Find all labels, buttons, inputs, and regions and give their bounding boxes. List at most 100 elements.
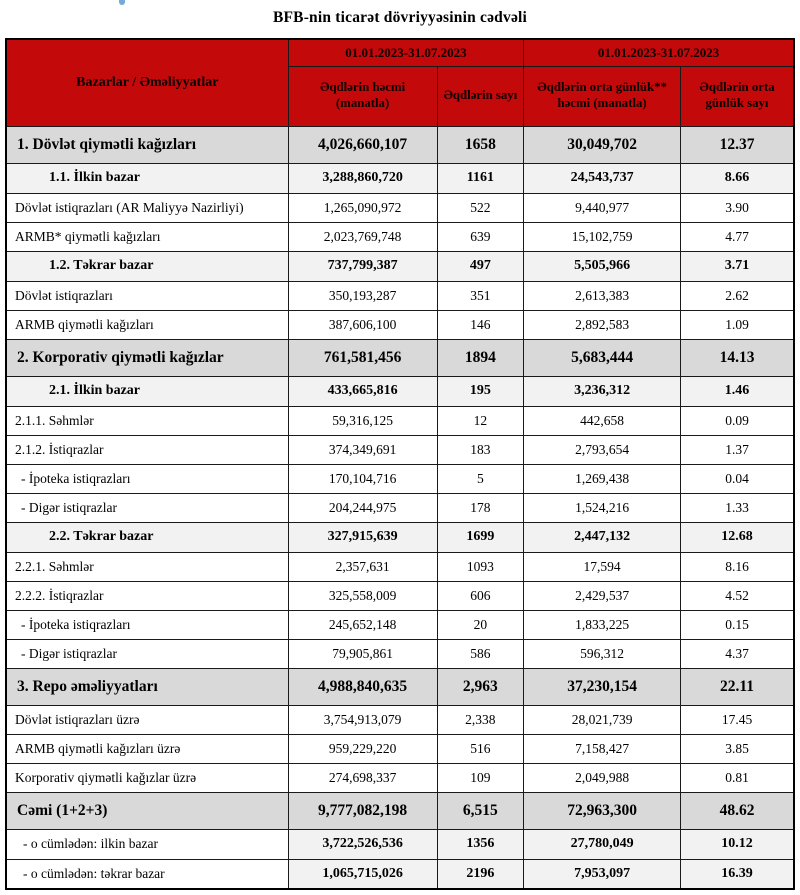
row-value: 2,447,132 bbox=[523, 521, 681, 553]
row-value: 27,780,049 bbox=[523, 828, 681, 860]
row-label: 3. Repo əməliyyatları bbox=[5, 667, 289, 706]
table-row: Dövlət istiqrazları 350,193,287 351 2,613,3… bbox=[5, 280, 795, 311]
row-value: 48.62 bbox=[680, 791, 795, 830]
header-markets-operations: Bazarlar / Əməliyyatlar bbox=[5, 38, 289, 127]
row-value: 606 bbox=[436, 580, 525, 611]
row-value: 1699 bbox=[436, 521, 525, 553]
row-value: 24,543,737 bbox=[523, 162, 681, 194]
row-label: Dövlət istiqrazları üzrə bbox=[5, 704, 289, 735]
table-row: - o cümlədən: ilkin bazar 3,722,526,536 13… bbox=[5, 828, 795, 860]
table-row: Korporativ qiymətli kağızlar üzrə 274,698… bbox=[5, 762, 795, 793]
page-title: BFB-nin ticarət dövriyyəsinin cədvəli bbox=[272, 9, 528, 26]
row-label: 2.2. Təkrar bazar bbox=[5, 521, 289, 553]
row-value: 3,722,526,536 bbox=[287, 828, 438, 860]
row-label: - o cümlədən: ilkin bazar bbox=[5, 828, 289, 860]
row-value: 9,440,977 bbox=[523, 192, 681, 223]
row-value: 0.09 bbox=[680, 405, 795, 436]
row-value: 37,230,154 bbox=[523, 667, 681, 706]
row-value: 2196 bbox=[436, 858, 525, 890]
table-row: 2. Korporativ qiymətli kağızlar 761,581,4… bbox=[5, 338, 795, 377]
row-value: 1,065,715,026 bbox=[287, 858, 438, 890]
row-value: 1,269,438 bbox=[523, 463, 681, 494]
row-value: 15,102,759 bbox=[523, 221, 681, 252]
table-row: Dövlət istiqrazları üzrə 3,754,913,079 2,3… bbox=[5, 704, 795, 735]
row-label: - İpoteka istiqrazları bbox=[5, 609, 289, 640]
table-row: - Digər istiqrazlar 204,244,975 178 1,524,2… bbox=[5, 492, 795, 523]
row-value: 16.39 bbox=[680, 858, 795, 890]
header-deal-count: Əqdlərin sayı bbox=[436, 65, 525, 127]
row-label: - Digər istiqrazlar bbox=[5, 492, 289, 523]
row-label: 2.1.1. Səhmlər bbox=[5, 405, 289, 436]
table-row: - Digər istiqrazlar 79,905,861 586 596,312 4… bbox=[5, 638, 795, 669]
row-value: 195 bbox=[436, 375, 525, 407]
row-value: 0.81 bbox=[680, 762, 795, 793]
row-value: 146 bbox=[436, 309, 525, 340]
row-value: 72,963,300 bbox=[523, 791, 681, 830]
row-value: 3.71 bbox=[680, 250, 795, 282]
row-value: 1.46 bbox=[680, 375, 795, 407]
row-value: 1,524,216 bbox=[523, 492, 681, 523]
row-value: 0.04 bbox=[680, 463, 795, 494]
table-row: 1.1. İlkin bazar 3,288,860,720 1161 24,543,… bbox=[5, 162, 795, 194]
row-label: 1.2. Təkrar bazar bbox=[5, 250, 289, 282]
header-period-2: 01.01.2023-31.07.2023 bbox=[523, 38, 795, 67]
row-value: 20 bbox=[436, 609, 525, 640]
row-value: 5,683,444 bbox=[523, 338, 681, 377]
row-value: 7,953,097 bbox=[523, 858, 681, 890]
row-value: 28,021,739 bbox=[523, 704, 681, 735]
row-value: 178 bbox=[436, 492, 525, 523]
row-value: 7,158,427 bbox=[523, 733, 681, 764]
row-label: Dövlət istiqrazları bbox=[5, 280, 289, 311]
row-value: 109 bbox=[436, 762, 525, 793]
row-value: 204,244,975 bbox=[287, 492, 438, 523]
row-value: 183 bbox=[436, 434, 525, 465]
table-row: 2.2.1. Səhmlər 2,357,631 1093 17,594 8.16 bbox=[5, 551, 795, 582]
row-value: 2,023,769,748 bbox=[287, 221, 438, 252]
table-row: 2.1. İlkin bazar 433,665,816 195 3,236,312 1… bbox=[5, 375, 795, 407]
row-label: 2.2.2. İstiqrazlar bbox=[5, 580, 289, 611]
row-label: 2.1. İlkin bazar bbox=[5, 375, 289, 407]
logo-fragment bbox=[119, 0, 125, 5]
row-value: 2,963 bbox=[436, 667, 525, 706]
row-value: 351 bbox=[436, 280, 525, 311]
row-value: 639 bbox=[436, 221, 525, 252]
row-value: 59,316,125 bbox=[287, 405, 438, 436]
row-value: 1894 bbox=[436, 338, 525, 377]
row-value: 959,229,220 bbox=[287, 733, 438, 764]
row-value: 1356 bbox=[436, 828, 525, 860]
row-label: 1.1. İlkin bazar bbox=[5, 162, 289, 194]
row-value: 2,613,383 bbox=[523, 280, 681, 311]
row-value: 1.33 bbox=[680, 492, 795, 523]
row-value: 1093 bbox=[436, 551, 525, 582]
row-label: 2. Korporativ qiymətli kağızlar bbox=[5, 338, 289, 377]
row-value: 761,581,456 bbox=[287, 338, 438, 377]
table-row: - o cümlədən: təkrar bazar 1,065,715,026 2… bbox=[5, 858, 795, 890]
row-value: 5 bbox=[436, 463, 525, 494]
row-value: 4.77 bbox=[680, 221, 795, 252]
row-value: 4.37 bbox=[680, 638, 795, 669]
row-value: 17,594 bbox=[523, 551, 681, 582]
row-value: 2.62 bbox=[680, 280, 795, 311]
row-value: 79,905,861 bbox=[287, 638, 438, 669]
row-label: - Digər istiqrazlar bbox=[5, 638, 289, 669]
row-label: ARMB qiymətli kağızları bbox=[5, 309, 289, 340]
header-avg-daily-volume: Əqdlərin orta günlük** həcmi (manatla) bbox=[523, 65, 681, 127]
row-value: 2,429,537 bbox=[523, 580, 681, 611]
table-row: 3. Repo əməliyyatları 4,988,840,635 2,963 3… bbox=[5, 667, 795, 706]
row-value: 1161 bbox=[436, 162, 525, 194]
row-value: 522 bbox=[436, 192, 525, 223]
table-body: 1. Dövlət qiymətli kağızları 4,026,660,10… bbox=[5, 125, 795, 890]
row-value: 2,793,654 bbox=[523, 434, 681, 465]
row-value: 2,338 bbox=[436, 704, 525, 735]
row-value: 387,606,100 bbox=[287, 309, 438, 340]
row-value: 12.68 bbox=[680, 521, 795, 553]
row-value: 9,777,082,198 bbox=[287, 791, 438, 830]
table-row: 1.2. Təkrar bazar 737,799,387 497 5,505,966… bbox=[5, 250, 795, 282]
row-label: Korporativ qiymətli kağızlar üzrə bbox=[5, 762, 289, 793]
row-label: - o cümlədən: təkrar bazar bbox=[5, 858, 289, 890]
row-value: 327,915,639 bbox=[287, 521, 438, 553]
row-value: 4,026,660,107 bbox=[287, 125, 438, 164]
row-label: 1. Dövlət qiymətli kağızları bbox=[5, 125, 289, 164]
row-label: ARMB qiymətli kağızları üzrə bbox=[5, 733, 289, 764]
